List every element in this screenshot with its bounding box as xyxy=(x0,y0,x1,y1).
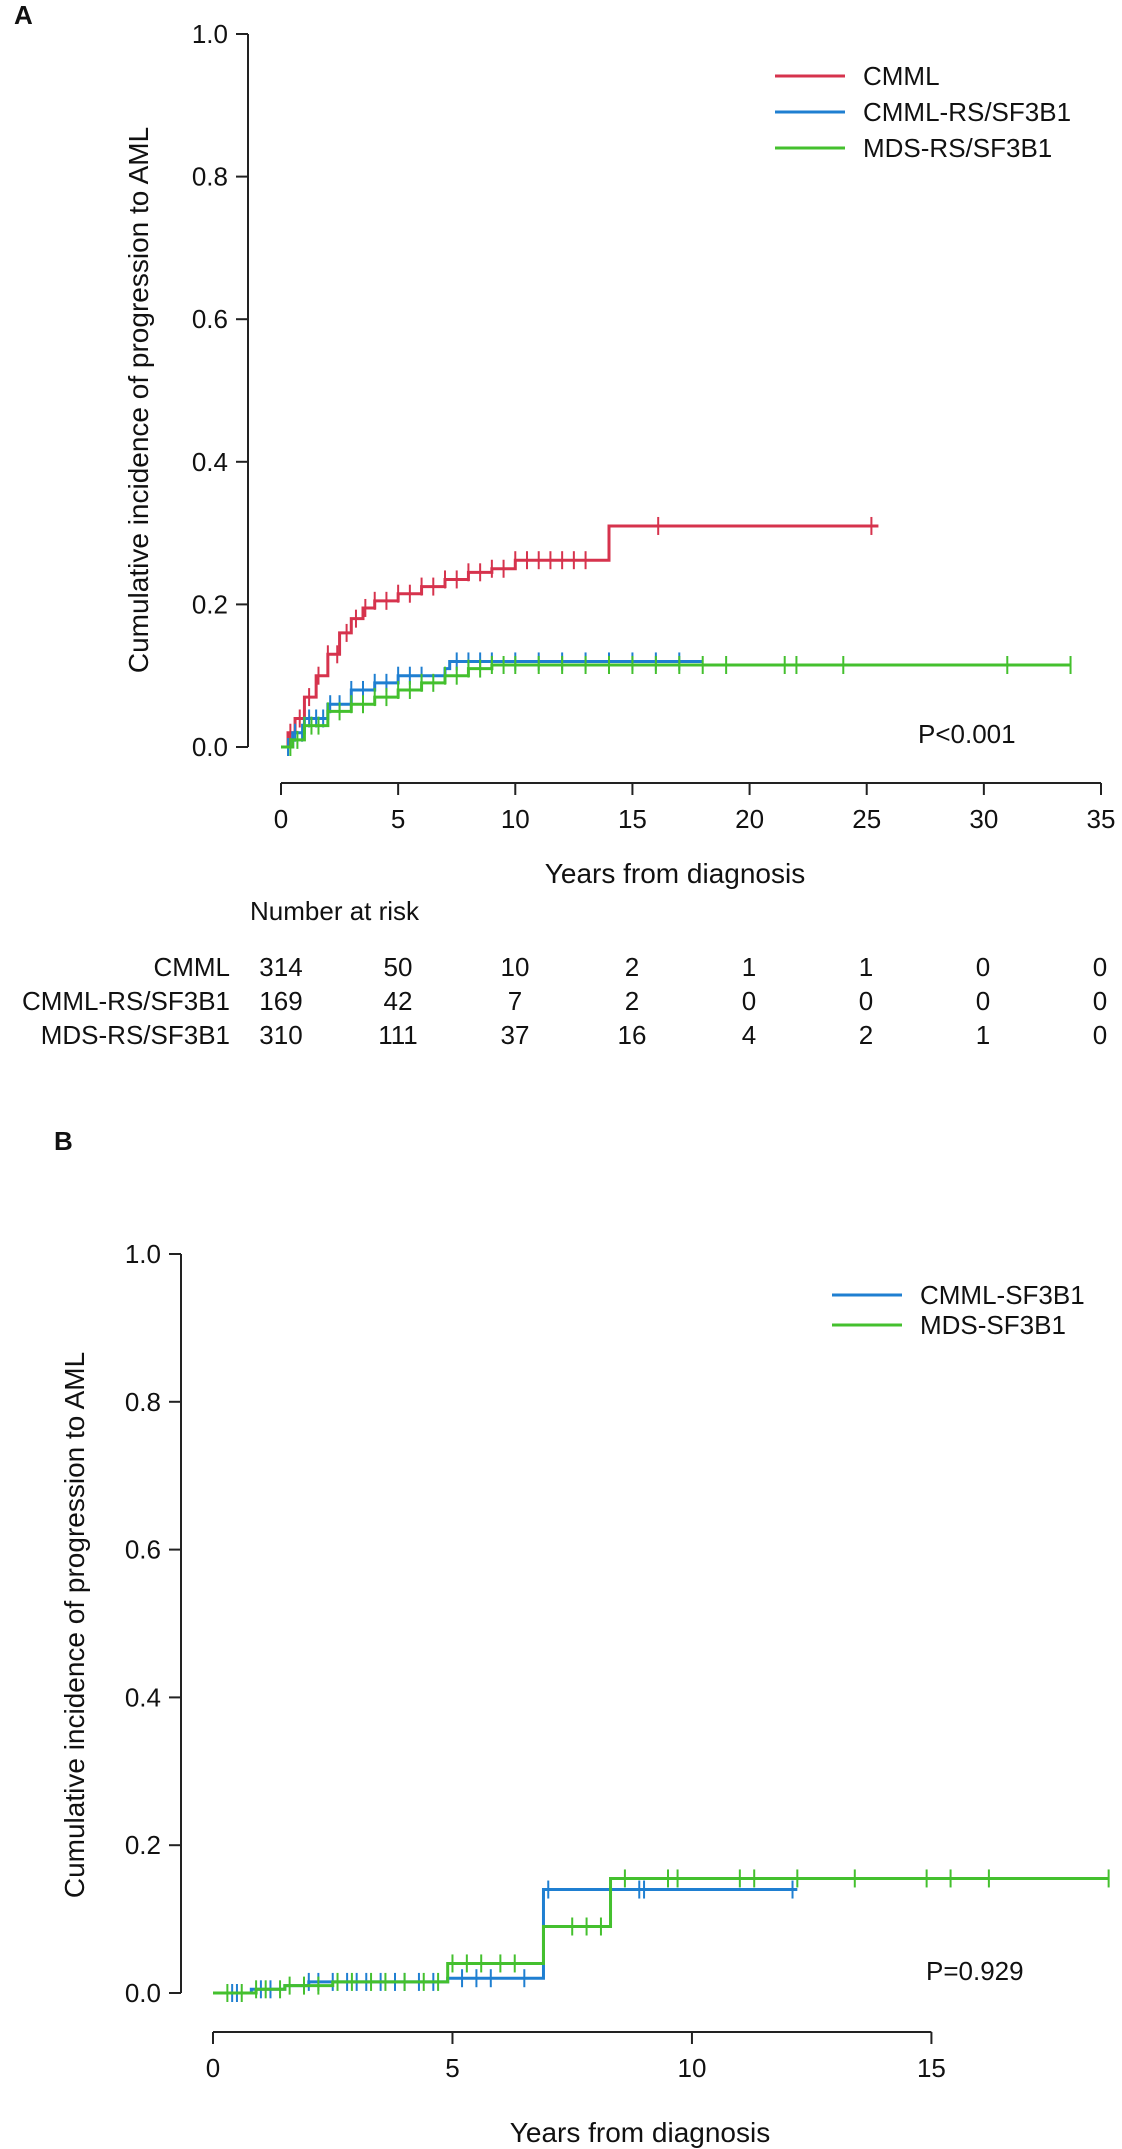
risk-row-label: MDS-RS/SF3B1 xyxy=(41,1020,230,1050)
panel-a-series-cmml-rs-sf3b1-line xyxy=(281,659,703,749)
panel-a-y-tick-label: 0.4 xyxy=(192,447,228,477)
risk-table-cell: 10 xyxy=(501,952,530,982)
panel-a-x-tick-label: 30 xyxy=(969,804,998,834)
risk-table-cell: 0 xyxy=(1093,986,1107,1016)
risk-table-cell: 42 xyxy=(384,986,413,1016)
panel-b-y-tick-label: 0.4 xyxy=(125,1682,161,1712)
risk-table-cell: 2 xyxy=(859,1020,873,1050)
panel-a-x-tick-label: 5 xyxy=(391,804,405,834)
panel-b-ylabel: Cumulative incidence of progression to A… xyxy=(59,1352,90,1898)
panel-a-y-tick-label: 0.8 xyxy=(192,162,228,192)
panel-a-x-tick-label: 20 xyxy=(735,804,764,834)
risk-row-label: CMML-RS/SF3B1 xyxy=(22,986,230,1016)
panel-a-y-tick-label: 1.0 xyxy=(192,19,228,49)
panel-b-legend-label: MDS-SF3B1 xyxy=(920,1310,1066,1340)
panel-b-y-tick-label: 1.0 xyxy=(125,1239,161,1269)
panel-a-y-tick-label: 0.0 xyxy=(192,732,228,762)
risk-table-cell: 7 xyxy=(508,986,522,1016)
risk-table-cell: 1 xyxy=(976,1020,990,1050)
risk-table-cell: 0 xyxy=(976,952,990,982)
panel-b-x-tick-label: 10 xyxy=(677,2053,706,2083)
panel-b-x-tick-label: 5 xyxy=(445,2053,459,2083)
panel-a-series-cmml-line xyxy=(281,524,879,749)
panel-a-x-tick-label: 35 xyxy=(1087,804,1116,834)
panel-a-xlabel: Years from diagnosis xyxy=(545,858,805,889)
panel-a-legend-label: CMML-RS/SF3B1 xyxy=(863,97,1071,127)
risk-table-cell: 0 xyxy=(1093,1020,1107,1050)
risk-table-cell: 37 xyxy=(501,1020,530,1050)
panel-a-ylabel: Cumulative incidence of progression to A… xyxy=(123,127,154,673)
panel-b-series-cmml-sf3b1-line xyxy=(213,1888,798,1995)
panel-b-letter: B xyxy=(54,1126,73,1156)
risk-table-cell: 1 xyxy=(859,952,873,982)
panel-a-series-mds-rs-sf3b1 xyxy=(281,656,1072,756)
panel-a-y-tick-label: 0.6 xyxy=(192,304,228,334)
risk-table-cell: 0 xyxy=(742,986,756,1016)
panel-a-series-cmml xyxy=(281,516,879,749)
risk-table-cell: 1 xyxy=(742,952,756,982)
panel-a-x-tick-label: 25 xyxy=(852,804,881,834)
panel-a-pvalue: P<0.001 xyxy=(918,719,1016,749)
panel-b-x-tick-label: 15 xyxy=(917,2053,946,2083)
risk-table-cell: 50 xyxy=(384,952,413,982)
panel-b-pvalue: P=0.929 xyxy=(926,1956,1024,1986)
panel-b-series-mds-sf3b1-line xyxy=(213,1876,1109,1995)
risk-table-cell: 16 xyxy=(618,1020,647,1050)
panel-b-y-tick-label: 0.6 xyxy=(125,1535,161,1565)
panel-b-x-tick-label: 0 xyxy=(206,2053,220,2083)
panel-b-y-tick-label: 0.2 xyxy=(125,1830,161,1860)
risk-table-cell: 4 xyxy=(742,1020,756,1050)
panel-a-legend-label: MDS-RS/SF3B1 xyxy=(863,133,1052,163)
panel-a-letter: A xyxy=(14,0,33,30)
panel-b-legend-label: CMML-SF3B1 xyxy=(920,1280,1085,1310)
panel-a-x-tick-label: 10 xyxy=(501,804,530,834)
risk-table-cell: 0 xyxy=(1093,952,1107,982)
risk-table-cell: 169 xyxy=(259,986,302,1016)
risk-table-cell: 111 xyxy=(378,1020,418,1050)
risk-table-cell: 314 xyxy=(259,952,302,982)
panel-b-xlabel: Years from diagnosis xyxy=(510,2117,770,2148)
panel-a-x-tick-label: 0 xyxy=(274,804,288,834)
panel-a-y-tick-label: 0.2 xyxy=(192,589,228,619)
panel-a-x-tick-label: 15 xyxy=(618,804,647,834)
panel-b-y-tick-label: 0.8 xyxy=(125,1387,161,1417)
risk-row-label: CMML xyxy=(153,952,230,982)
risk-table-cell: 2 xyxy=(625,986,639,1016)
panel-a-legend-label: CMML xyxy=(863,61,940,91)
panel-a-plot: 0.00.20.40.60.81.00 5 10 15 20 25 30 35CMMLCMML… xyxy=(192,19,1116,1050)
panel-b-series-cmml-sf3b1 xyxy=(213,1880,798,2002)
panel-b-plot: 0.0 0.2 0.4 0.6 0.8 1.0 0 5 10 15 CMML-SF3B1MDS-SF… xyxy=(125,1239,1110,2083)
risk-table-title: Number at risk xyxy=(250,896,420,926)
risk-table-cell: 310 xyxy=(259,1020,302,1050)
panel-b-y-tick-label: 0.0 xyxy=(125,1978,161,2008)
risk-table-cell: 0 xyxy=(859,986,873,1016)
risk-table-cell: 0 xyxy=(976,986,990,1016)
panel-b-series-mds-sf3b1 xyxy=(213,1869,1110,2002)
risk-table-cell: 2 xyxy=(625,952,639,982)
